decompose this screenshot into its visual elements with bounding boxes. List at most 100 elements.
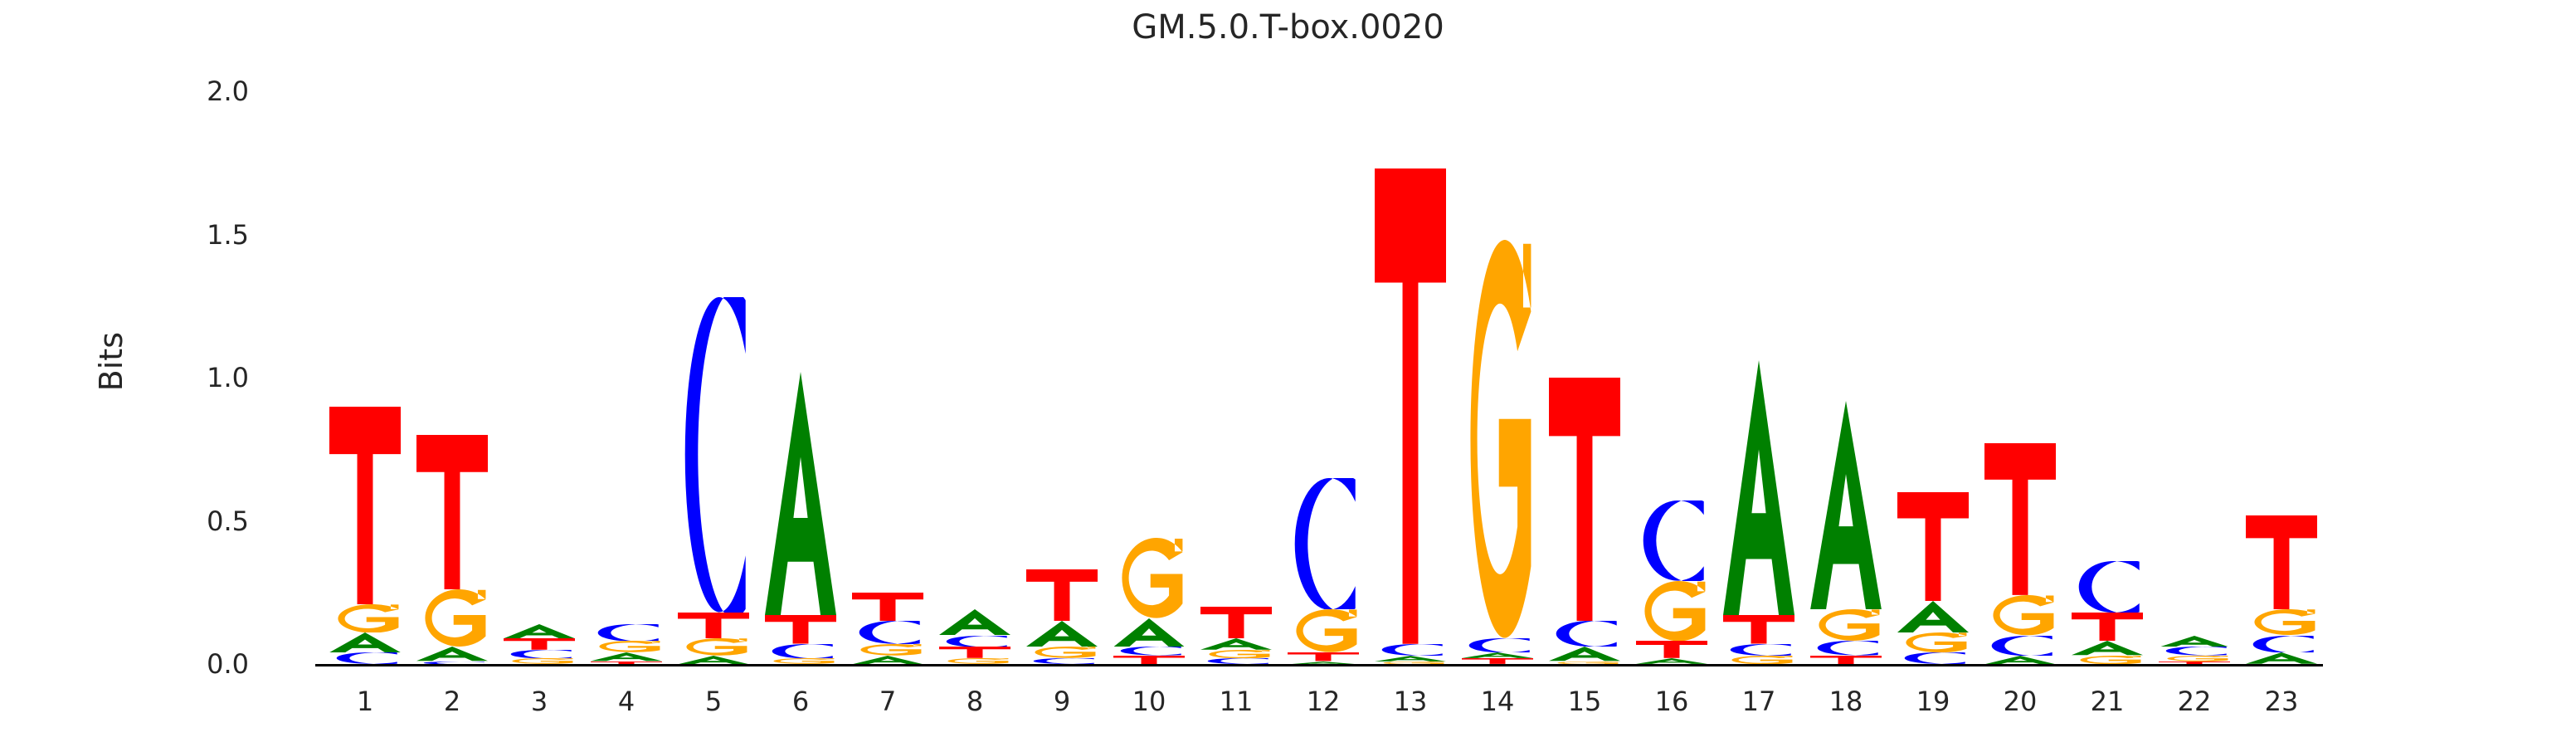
logo-letter-g: [1810, 609, 1882, 642]
x-axis-tick-label: 18: [1829, 686, 1863, 717]
logo-letter-t: [1636, 641, 1707, 659]
plot-area: 1 2 3 4 5 6 7 8 9 10 11 12 13 14 15 16 17 18 19 20 21 22 23: [315, 0, 2348, 747]
x-axis-tick-label: 16: [1654, 686, 1689, 717]
x-axis-tick-label: 6: [791, 686, 810, 717]
logo-letter-t: [939, 647, 1010, 659]
y-axis-tick-label: 0.5: [207, 505, 249, 537]
x-axis-tick-label: 23: [2264, 686, 2299, 717]
logo-letter-g: [2072, 655, 2143, 664]
logo-letter-t: [1984, 443, 2056, 596]
x-axis-tick-label: 2: [443, 686, 461, 717]
logo-letter-g: [1113, 538, 1185, 618]
logo-letter-c: [1897, 652, 1969, 664]
page-title: GM.5.0.T-box.0020: [1132, 8, 1444, 46]
logo-letter-g: [591, 641, 662, 653]
x-axis-tick-label: 10: [1132, 686, 1166, 717]
x-axis-tick-label: 11: [1219, 686, 1254, 717]
logo-letter-g: [1288, 609, 1359, 653]
logo-letter-a: [504, 623, 575, 638]
y-axis-tick-label: 2.0: [207, 76, 249, 107]
logo-column: [329, 406, 401, 664]
logo-column: [2246, 515, 2317, 664]
logo-letter-a: [2072, 641, 2143, 656]
logo-letter-g: [1026, 647, 1098, 659]
logo-letter-g: [1549, 661, 1620, 664]
y-axis-tick-label: 1.0: [207, 362, 249, 393]
y-axis-tick-label: 1.5: [207, 218, 249, 251]
logo-letter-c: [1113, 647, 1185, 656]
logo-letter-g: [504, 658, 575, 664]
logo-letter-t: [1723, 615, 1794, 644]
logo-letter-t: [1549, 378, 1620, 622]
logo-letter-c: [939, 635, 1010, 647]
logo-letter-a: [1897, 601, 1969, 633]
logo-letter-a: [1810, 400, 1882, 610]
x-axis-tick-label: 15: [1567, 686, 1602, 717]
logo-letter-a: [678, 655, 749, 664]
logo-letter-a: [1200, 637, 1272, 650]
logo-letter-g: [329, 603, 401, 633]
logo-letter-t: [852, 592, 923, 622]
logo-column: [1113, 538, 1185, 664]
logo-letter-a: [1984, 655, 2056, 664]
logo-letter-g: [852, 643, 923, 656]
logo-letter-t: [1113, 655, 1185, 664]
logo-letter-c: [1375, 643, 1446, 656]
x-axis-tick-label: 17: [1741, 686, 1776, 717]
logo-letter-c: [678, 297, 749, 613]
logo-letter-g: [678, 637, 749, 656]
logo-column: [1200, 607, 1272, 664]
x-axis-tick-label: 3: [530, 686, 548, 717]
logo-letter-a: [1462, 652, 1533, 659]
logo-column: [1462, 240, 1533, 664]
logo-letter-g: [765, 658, 836, 664]
logo-column: [416, 435, 488, 664]
logo-column: [2072, 560, 2143, 664]
logo-letter-a: [1288, 661, 1359, 664]
logo-letter-g: [1200, 649, 1272, 659]
logo-column: [939, 609, 1010, 664]
logo-letter-c: [591, 623, 662, 642]
logo-letter-g: [1636, 580, 1707, 642]
logo-letter-g: [2159, 655, 2230, 662]
logo-column: [1636, 500, 1707, 664]
logo-column: [765, 372, 836, 664]
logo-column: [1723, 360, 1794, 664]
logo-letter-c: [1636, 500, 1707, 581]
x-axis-tick-label: 13: [1393, 686, 1428, 717]
x-axis-tick-label: 7: [879, 686, 897, 717]
logo-letter-t: [765, 615, 836, 644]
logo-letter-a: [591, 652, 662, 662]
x-axis-tick-label: 22: [2177, 686, 2212, 717]
logo-column: [591, 623, 662, 664]
x-axis-tick-label: 8: [966, 686, 984, 717]
y-axis-ticks: 0.0 0.5 1.0 1.5 2.0: [149, 0, 249, 747]
logo-letter-c: [1026, 658, 1098, 664]
x-axis-tick-label: 1: [356, 686, 374, 717]
logo-letter-t: [1897, 492, 1969, 602]
logo-letter-c: [1723, 643, 1794, 656]
y-axis-label: Bits: [93, 332, 129, 392]
logo-letter-t: [1026, 569, 1098, 622]
logo-letter-a: [329, 632, 401, 653]
logo-letter-g: [2246, 609, 2317, 636]
x-axis-tick-label: 20: [2003, 686, 2038, 717]
logo-column: [852, 592, 923, 664]
logo-column: [678, 297, 749, 664]
logo-letter-a: [1636, 658, 1707, 664]
x-axis-tick-label: 19: [1916, 686, 1950, 717]
logo-column: [1549, 378, 1620, 664]
logo-letter-a: [852, 655, 923, 664]
logo-letter-c: [1462, 637, 1533, 653]
logo-letter-c: [1200, 658, 1272, 664]
logo-letter-c: [329, 652, 401, 664]
logo-letter-a: [2159, 635, 2230, 647]
logo-letter-g: [416, 589, 488, 647]
logo-letter-c: [1984, 635, 2056, 656]
logo-column: [504, 623, 575, 664]
x-axis-tick-label: 14: [1480, 686, 1515, 717]
logo-letter-a: [1549, 647, 1620, 662]
logo-column: [1026, 569, 1098, 664]
logo-letter-c: [2159, 647, 2230, 656]
